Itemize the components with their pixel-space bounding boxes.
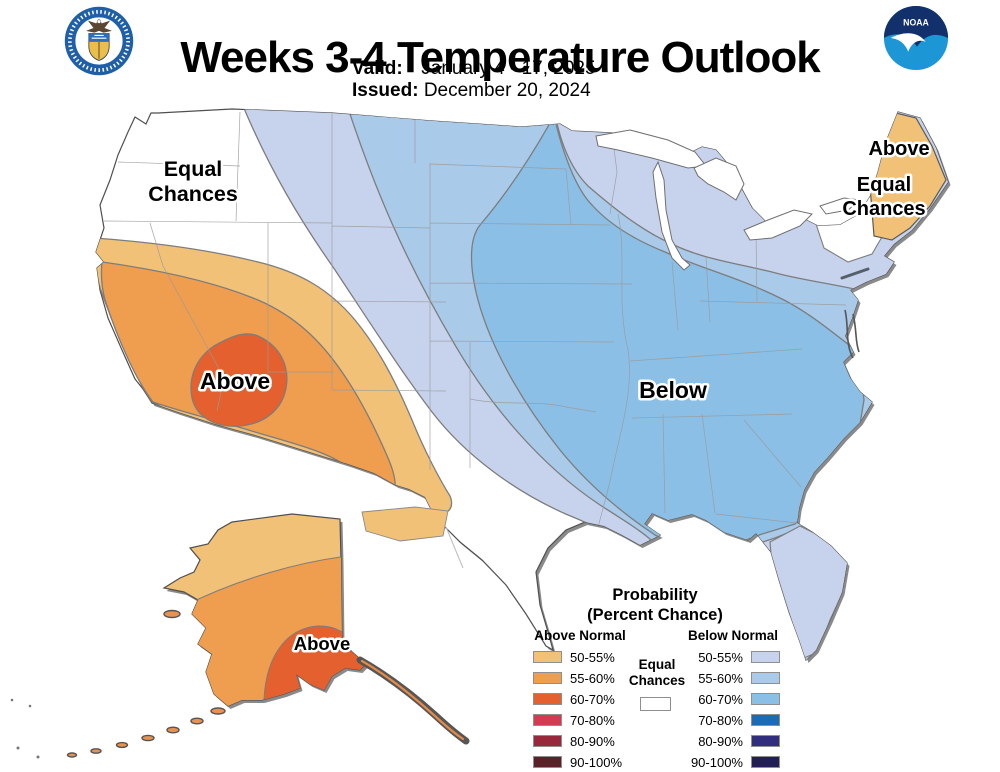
map-label-northwest-equal-line2: Chances [148, 182, 238, 206]
legend-swatch-above-normal [533, 714, 562, 726]
legend-title-line2: (Percent Chance) [587, 606, 723, 624]
valid-line: Valid: January 4 - 17, 2025 [352, 58, 596, 80]
map-label-southwest-above: Above [200, 368, 270, 394]
legend-row-above: 55-60% [533, 670, 622, 686]
region-above-60-70 [190, 333, 288, 427]
legend-row-above: 50-55% [533, 649, 622, 665]
legend-swatch-below-normal [751, 735, 780, 747]
alaska-panhandle-fill [360, 659, 465, 741]
legend-row-above: 80-90% [533, 733, 622, 749]
page-title: Weeks 3-4 Temperature Outlook [180, 33, 820, 83]
map-label-maine-above: Above [868, 138, 929, 160]
lake-huron [693, 157, 745, 201]
lake-michigan [652, 160, 691, 271]
legend-range-label: 55-60% [698, 670, 743, 686]
valid-value: January 4 - 17, 2025 [421, 58, 596, 79]
legend-above-normal-header: Above Normal [534, 628, 626, 643]
validity-block: Valid: January 4 - 17, 2025 Issued: Dece… [352, 58, 596, 102]
legend-below-normal-rows: 50-55% 55-60% 60-70% 70-80% 80-90% 90-100% [676, 649, 780, 770]
small-islands [10, 698, 40, 759]
legend-row-below: 70-80% [676, 712, 780, 728]
chesapeake-bay-detail [844, 309, 860, 359]
legend-swatch-above-normal [533, 651, 562, 663]
issued-line: Issued: December 20, 2024 [352, 80, 596, 102]
legend-range-label: 90-100% [570, 754, 623, 770]
legend-range-label: 60-70% [570, 691, 615, 707]
legend-row-above: 60-70% [533, 691, 622, 707]
legend-equal-line1: Equal [638, 657, 676, 672]
legend-row-below: 55-60% [676, 670, 780, 686]
legend-title: Probability (Percent Chance) [520, 585, 790, 625]
map-label-northwest-equal-line1: Equal [164, 157, 223, 181]
legend-range-label: 80-90% [698, 733, 743, 749]
noaa-logo-icon: NOAA [882, 4, 950, 77]
lake-ontario [819, 197, 862, 215]
legend-swatch-below-normal [751, 693, 780, 705]
map-label-central-below: Below [639, 377, 707, 403]
legend-swatch-below-normal [751, 672, 780, 684]
legend-swatch-below-normal [751, 756, 780, 768]
legend-range-label: 70-80% [570, 712, 615, 728]
map-label-alaska-above: Above [294, 633, 351, 654]
legend-title-line1: Probability [612, 586, 698, 604]
legend-range-label: 50-55% [698, 649, 743, 665]
valid-label: Valid: [352, 58, 403, 79]
issued-value: December 20, 2024 [423, 80, 591, 101]
legend-row-above: 70-80% [533, 712, 622, 728]
alaska-inset-border-line [445, 526, 464, 569]
legend-below-normal-header: Below Normal [687, 628, 779, 643]
legend-swatch-above-normal [533, 735, 562, 747]
legend-swatch-above-normal [533, 693, 562, 705]
legend-range-label: 90-100% [690, 754, 743, 770]
legend-range-label: 60-70% [698, 691, 743, 707]
legend-swatch-below-normal [751, 651, 780, 663]
legend-swatch-above-normal [533, 756, 562, 768]
legend-row-below: 50-55% [676, 649, 780, 665]
map-label-northeast-equal-line2: Chances [842, 198, 925, 220]
legend-swatch-above-normal [533, 672, 562, 684]
legend-row-below: 60-70% [676, 691, 780, 707]
noaa-logo-text: NOAA [903, 17, 929, 27]
long-island [840, 267, 870, 280]
legend-range-label: 55-60% [570, 670, 615, 686]
legend-equal-chances-label: Equal Chances [620, 657, 694, 689]
legend-range-label: 70-80% [698, 712, 743, 728]
lake-erie [743, 209, 813, 241]
legend-range-label: 80-90% [570, 733, 615, 749]
aleutian-islands [66, 609, 226, 758]
state-boundaries [103, 111, 847, 529]
legend-row-below: 90-100% [676, 754, 780, 770]
legend: Probability (Percent Chance) Above Norma… [520, 585, 790, 772]
legend-swatch-below-normal [751, 714, 780, 726]
legend-above-normal-rows: 50-55% 55-60% 60-70% 70-80% 80-90% 90-100% [533, 649, 623, 770]
legend-row-above: 90-100% [533, 754, 623, 770]
legend-equal-line2: Chances [628, 673, 686, 688]
alaska-northeast-corner [361, 506, 449, 542]
legend-row-below: 80-90% [676, 733, 780, 749]
alaska-inset [10, 506, 470, 759]
legend-range-label: 50-55% [570, 649, 615, 665]
issued-label: Issued: [352, 80, 419, 101]
legend-equal-chances-swatch [640, 697, 671, 711]
map-label-northeast-equal-line1: Equal [857, 174, 911, 196]
department-of-commerce-seal-icon [62, 4, 136, 83]
